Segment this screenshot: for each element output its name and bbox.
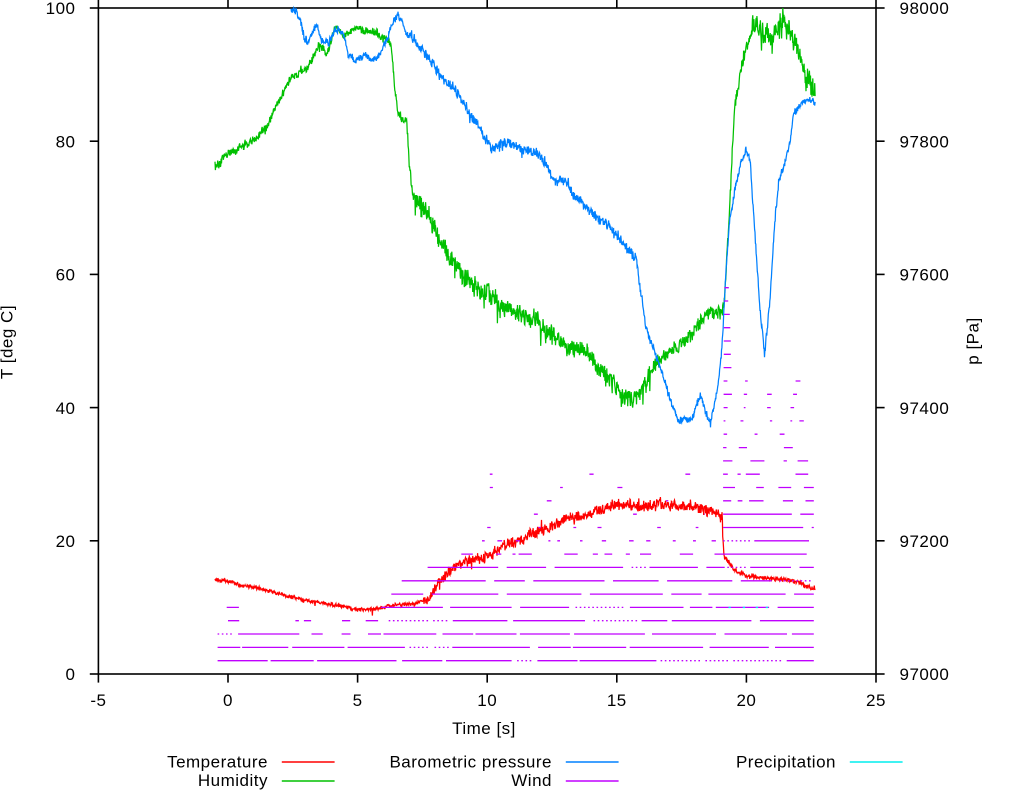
svg-text:60: 60 <box>56 266 76 285</box>
svg-text:80: 80 <box>56 132 76 151</box>
svg-text:Humidity: Humidity <box>198 771 268 790</box>
svg-text:Barometric pressure: Barometric pressure <box>389 753 552 772</box>
svg-text:15: 15 <box>607 691 627 710</box>
svg-text:Time [s]: Time [s] <box>452 719 516 738</box>
svg-text:97200: 97200 <box>900 532 950 551</box>
svg-text:p [Pa]: p [Pa] <box>964 317 983 364</box>
svg-text:100: 100 <box>46 0 76 18</box>
svg-text:97000: 97000 <box>900 665 950 684</box>
svg-text:40: 40 <box>56 399 76 418</box>
svg-text:Temperature: Temperature <box>167 753 268 772</box>
svg-text:5: 5 <box>353 691 363 710</box>
svg-text:T [deg C]: T [deg C] <box>0 305 17 379</box>
svg-text:97800: 97800 <box>900 132 950 151</box>
svg-text:-5: -5 <box>90 691 106 710</box>
svg-text:Wind: Wind <box>511 771 552 790</box>
svg-text:98000: 98000 <box>900 0 950 18</box>
svg-text:20: 20 <box>56 532 76 551</box>
svg-text:Precipitation: Precipitation <box>736 753 836 772</box>
svg-text:97600: 97600 <box>900 266 950 285</box>
svg-text:10: 10 <box>477 691 497 710</box>
svg-text:20: 20 <box>736 691 756 710</box>
svg-text:97400: 97400 <box>900 399 950 418</box>
svg-text:0: 0 <box>223 691 233 710</box>
svg-text:0: 0 <box>66 665 76 684</box>
svg-text:25: 25 <box>866 691 886 710</box>
